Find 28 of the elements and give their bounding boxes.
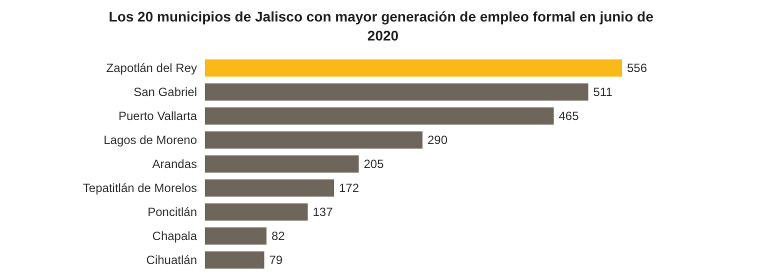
data-label: 205 — [364, 157, 384, 171]
data-label: 290 — [428, 133, 448, 147]
chart-title: Los 20 municipios de Jalisco con mayor generación de empleo formal en junio de 2020 — [108, 8, 658, 44]
data-label: 172 — [339, 181, 360, 195]
bar — [205, 179, 334, 197]
bar — [205, 203, 308, 221]
y-tick-label: Poncitlán — [148, 205, 197, 219]
data-label: 465 — [558, 109, 580, 123]
data-label: 79 — [269, 253, 283, 267]
y-tick-label: San Gabriel — [134, 85, 197, 99]
y-tick-label: Tepatitlán de Morelos — [82, 181, 197, 195]
data-label: 137 — [312, 205, 334, 219]
y-tick-label: Zapotlán del Rey — [106, 61, 197, 75]
bar — [205, 107, 554, 125]
bar — [205, 59, 622, 77]
data-label: 556 — [627, 61, 648, 75]
y-tick-label: Chapala — [152, 229, 198, 243]
y-tick-label: Cihuatlán — [146, 253, 197, 267]
y-tick-label: Lagos de Moreno — [104, 133, 198, 147]
bar — [205, 251, 264, 269]
bar — [205, 155, 359, 173]
bar — [205, 227, 266, 245]
data-label: 511 — [593, 85, 613, 99]
bar — [205, 83, 588, 101]
data-label: 82 — [272, 229, 286, 243]
y-tick-label: Puerto Vallarta — [118, 109, 198, 123]
y-tick-label: Arandas — [152, 157, 197, 171]
bar — [205, 131, 422, 149]
